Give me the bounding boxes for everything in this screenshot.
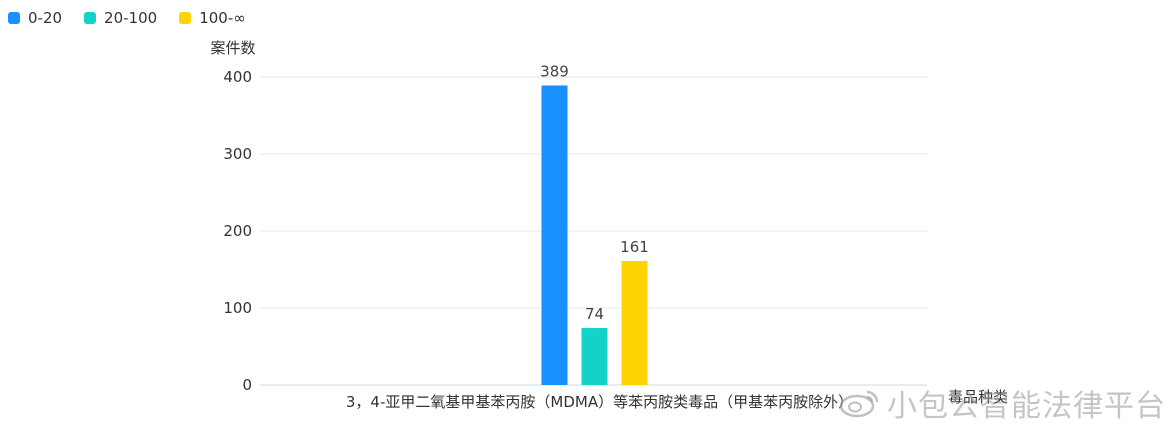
x-axis-categories: 3，4-亚甲二氧基甲基苯丙胺（MDMA）等苯丙胺类毒品（甲基苯丙胺除外） [346,393,853,411]
bar-100-∞[interactable] [621,261,648,385]
bar-20-100[interactable] [581,328,608,385]
value-labels: 389 74 161 [540,62,649,323]
y-tick-label: 200 [223,222,252,240]
chart-legend: 0-20 20-100 100-∞ [8,9,246,27]
legend-swatch-1 [84,12,97,24]
gridlines [260,76,927,386]
bar-0-20[interactable] [541,85,568,385]
y-tick-label: 0 [242,376,252,394]
value-label: 161 [620,238,649,256]
legend-swatch-2 [179,12,192,24]
y-tick-label: 300 [223,145,252,163]
legend-item-2[interactable]: 100-∞ [179,9,246,27]
x-axis-title: 毒品种类 [948,388,1008,406]
legend-label-1: 20-100 [104,9,158,27]
y-tick-label: 400 [223,68,252,86]
legend-label-0: 0-20 [28,9,63,27]
value-label: 389 [540,62,569,80]
x-category-label: 3，4-亚甲二氧基甲基苯丙胺（MDMA）等苯丙胺类毒品（甲基苯丙胺除外） [346,393,853,411]
y-axis-title: 案件数 [210,39,255,57]
bars [541,85,648,385]
y-tick-label: 100 [223,299,252,317]
legend-label-2: 100-∞ [199,9,246,27]
y-axis-ticks: 0 100 200 300 400 [223,68,252,394]
value-label: 74 [585,305,604,323]
legend-swatch-0 [8,12,20,24]
legend-item-1[interactable]: 20-100 [84,9,157,27]
legend-item-0[interactable]: 0-20 [8,9,62,27]
